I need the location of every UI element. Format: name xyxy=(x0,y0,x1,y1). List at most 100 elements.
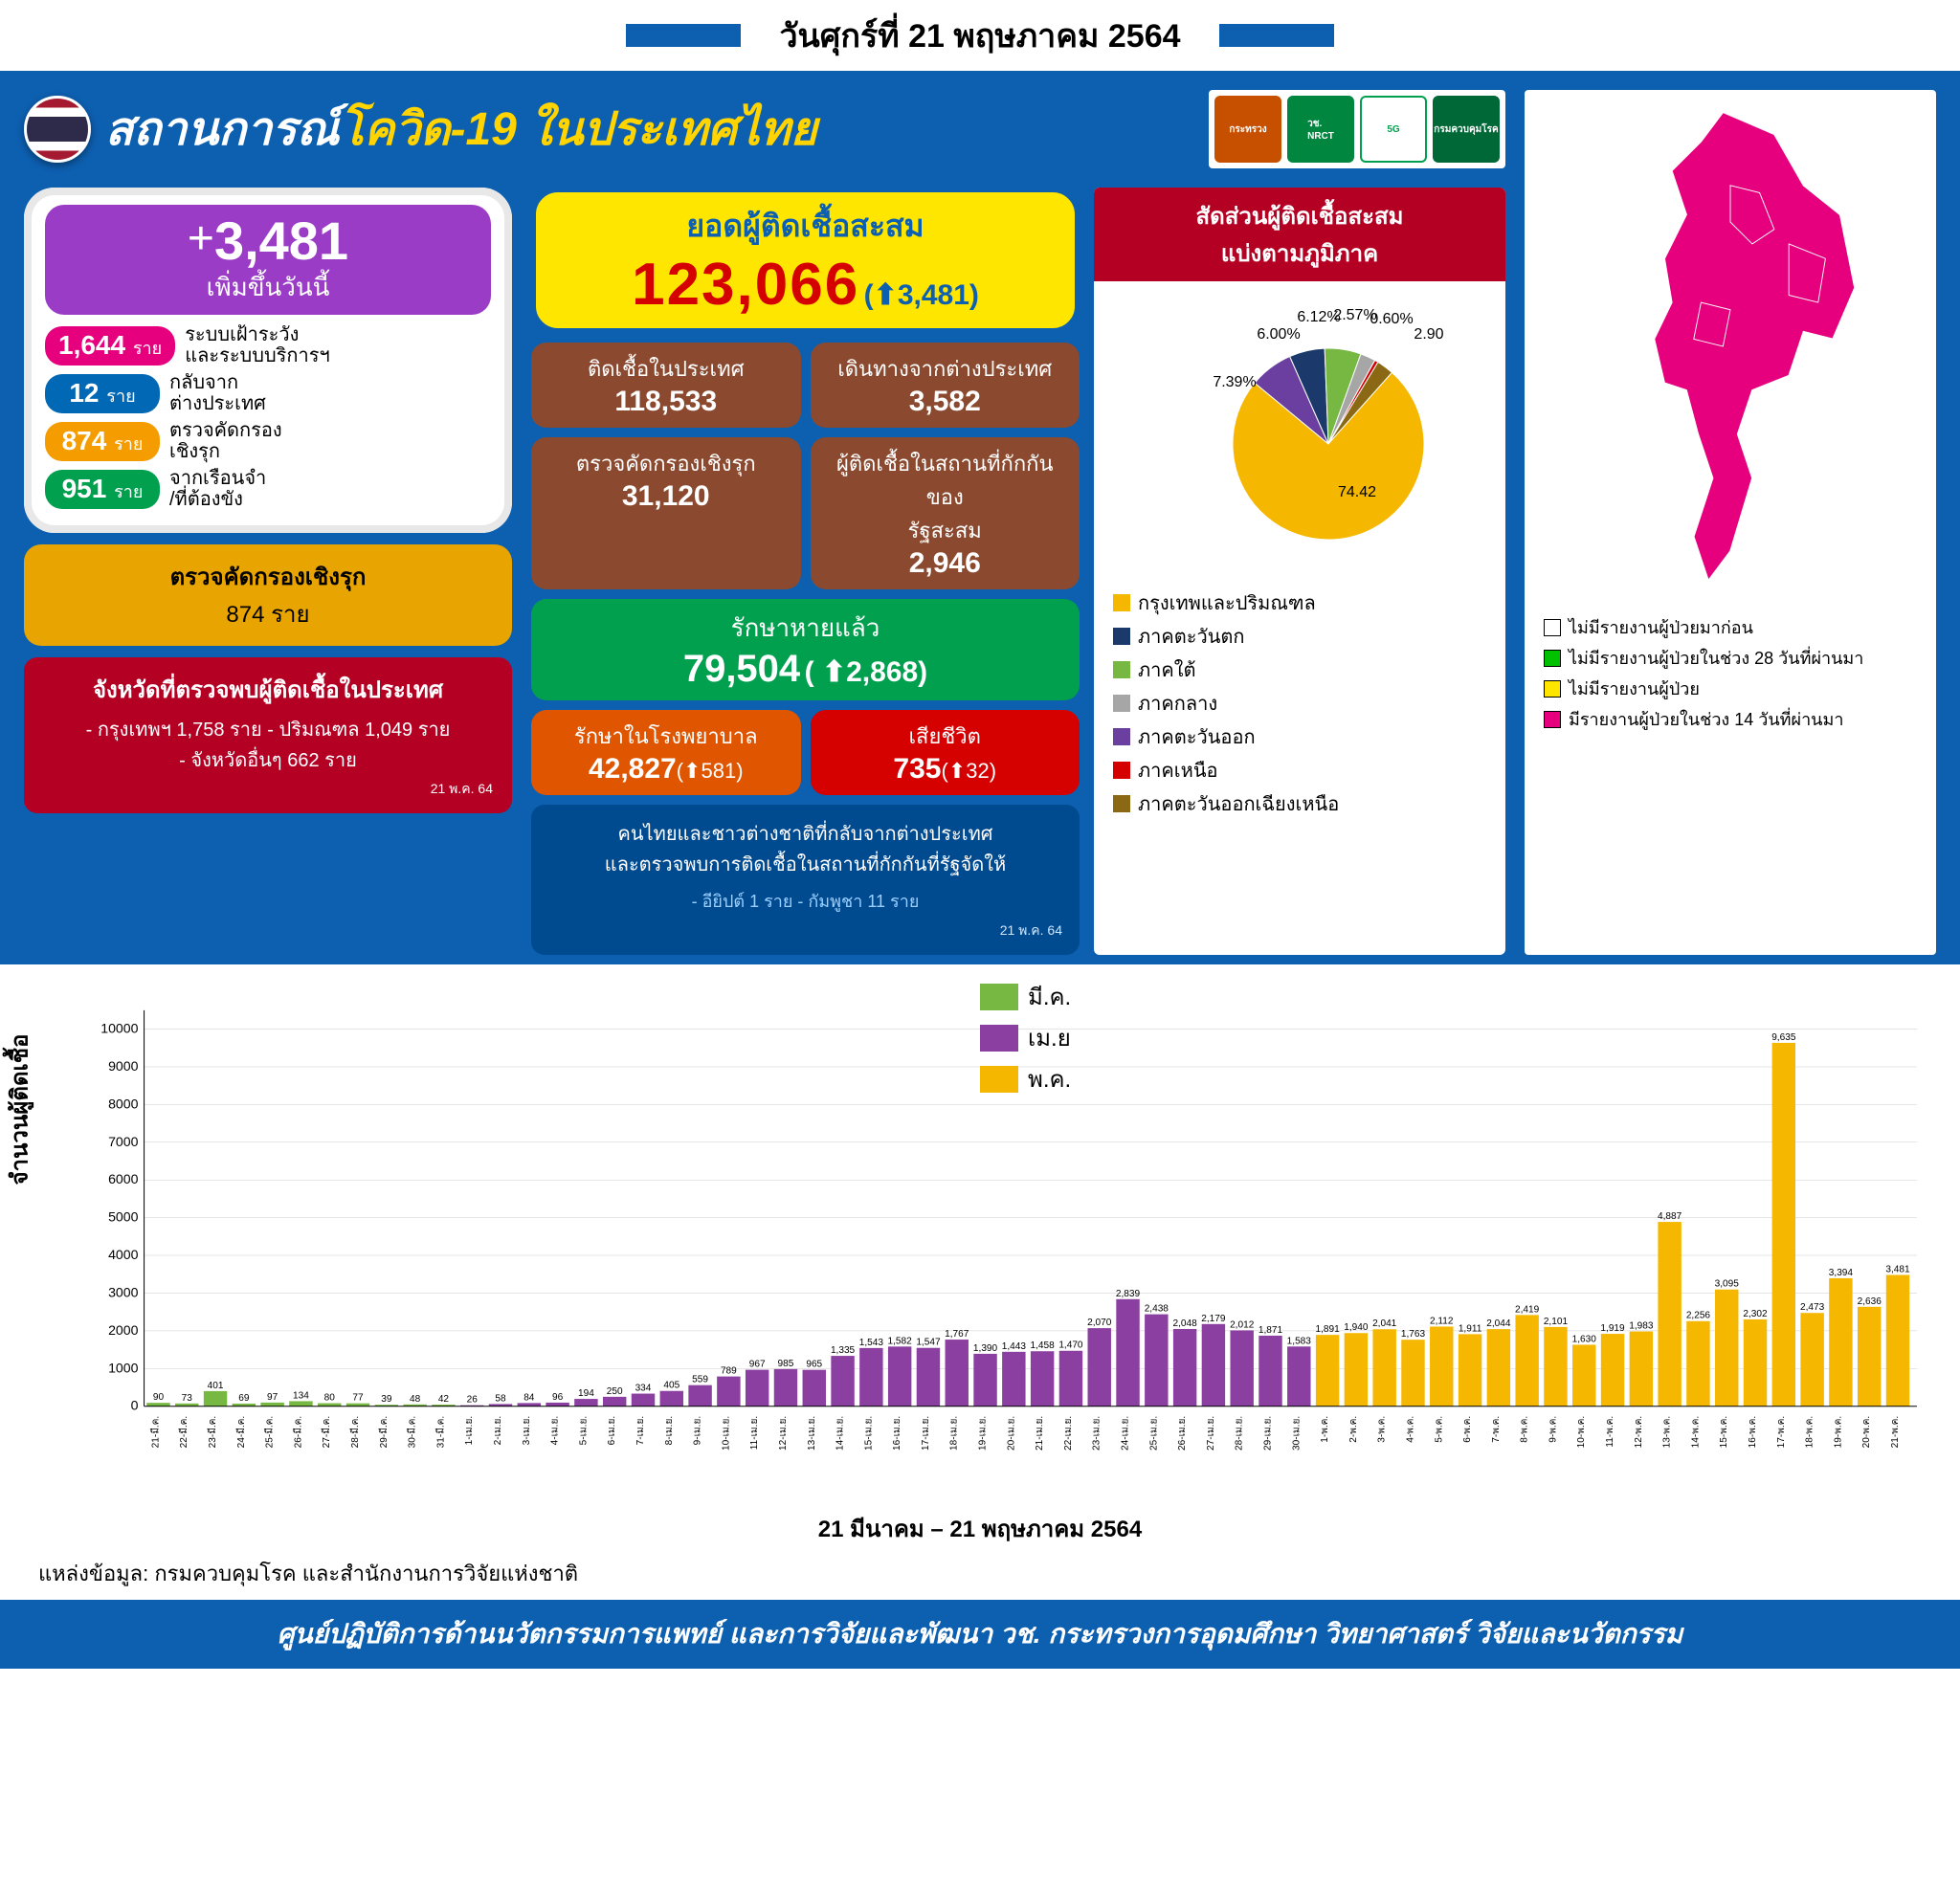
map-legend-item: มีรายงานผู้ป่วยในช่วง 14 วันที่ผ่านมา xyxy=(1544,705,1917,733)
svg-text:6-เม.ย.: 6-เม.ย. xyxy=(607,1416,617,1446)
svg-text:1,443: 1,443 xyxy=(1002,1341,1027,1352)
svg-text:58: 58 xyxy=(495,1393,506,1404)
source-text: แหล่งข้อมูล: กรมควบคุมโรค และสำนักงานการ… xyxy=(0,1547,1960,1600)
cum-row-2: ตรวจคัดกรองเชิงรุก31,120 ผู้ติดเชื้อในสถ… xyxy=(531,437,1080,589)
svg-text:26-เม.ย.: 26-เม.ย. xyxy=(1177,1416,1188,1451)
svg-text:26: 26 xyxy=(467,1395,479,1406)
svg-text:8-เม.ย.: 8-เม.ย. xyxy=(664,1416,675,1446)
svg-text:7-เม.ย.: 7-เม.ย. xyxy=(635,1416,646,1446)
svg-text:250: 250 xyxy=(607,1386,623,1397)
svg-text:1,543: 1,543 xyxy=(859,1338,884,1348)
svg-text:20-พ.ค.: 20-พ.ค. xyxy=(1861,1416,1872,1449)
svg-text:15-พ.ค.: 15-พ.ค. xyxy=(1719,1416,1729,1449)
logo-2: วช.NRCT xyxy=(1287,96,1354,163)
breakdown-desc: ระบบเฝ้าระวัง และระบบบริการฯ xyxy=(185,324,330,366)
svg-text:1,458: 1,458 xyxy=(1031,1340,1056,1351)
today-sub: เพิ่มขึ้นวันนี้ xyxy=(207,273,330,301)
svg-text:134: 134 xyxy=(293,1390,309,1401)
svg-text:12-เม.ย.: 12-เม.ย. xyxy=(778,1416,789,1451)
pie-legend-item: ภาคใต้ xyxy=(1113,654,1486,685)
svg-text:22-เม.ย.: 22-เม.ย. xyxy=(1063,1416,1074,1451)
title-row: สถานการณ์โควิด-19 ในประเทศไทย กระทรวง วช… xyxy=(24,90,1505,168)
svg-text:2,112: 2,112 xyxy=(1430,1316,1454,1326)
prov-line-1: - กรุงเทพฯ 1,758 ราย - ปริมณฑล 1,049 ราย xyxy=(43,714,493,744)
cum-row-1: ติดเชื้อในประเทศ118,533 เดินทางจากต่างปร… xyxy=(531,343,1080,428)
title-white: สถานการณ์ xyxy=(105,104,339,155)
rec-inc: ( ⬆2,868) xyxy=(805,656,928,688)
org-logos: กระทรวง วช.NRCT 5G กรมควบคุมโรค xyxy=(1209,90,1505,168)
svg-text:2,438: 2,438 xyxy=(1145,1304,1169,1315)
svg-text:39: 39 xyxy=(381,1394,392,1405)
decor-bar-right xyxy=(1219,24,1334,47)
svg-text:90: 90 xyxy=(153,1392,165,1403)
svg-text:24-เม.ย.: 24-เม.ย. xyxy=(1121,1416,1131,1451)
breakdown-row: 874 รายตรวจคัดกรอง เชิงรุก xyxy=(45,420,491,462)
svg-text:21-เม.ย.: 21-เม.ย. xyxy=(1035,1416,1045,1451)
svg-text:1,335: 1,335 xyxy=(831,1345,856,1356)
svg-text:27-มี.ค.: 27-มี.ค. xyxy=(321,1416,332,1449)
svg-text:15-เม.ย.: 15-เม.ย. xyxy=(863,1416,874,1451)
svg-text:401: 401 xyxy=(208,1381,224,1391)
svg-text:28-เม.ย.: 28-เม.ย. xyxy=(1235,1416,1245,1451)
svg-text:1-พ.ค.: 1-พ.ค. xyxy=(1320,1416,1330,1443)
svg-text:74.42: 74.42 xyxy=(1338,484,1376,500)
svg-text:16-เม.ย.: 16-เม.ย. xyxy=(892,1416,902,1451)
svg-text:1,871: 1,871 xyxy=(1258,1325,1283,1336)
svg-text:19-พ.ค.: 19-พ.ค. xyxy=(1833,1416,1843,1449)
svg-text:1,390: 1,390 xyxy=(973,1343,998,1354)
svg-text:73: 73 xyxy=(182,1393,193,1404)
svg-text:7000: 7000 xyxy=(108,1134,139,1149)
svg-text:23-เม.ย.: 23-เม.ย. xyxy=(1092,1416,1102,1451)
date-bar: วันศุกร์ที่ 21 พฤษภาคม 2564 xyxy=(0,0,1960,71)
svg-text:1,582: 1,582 xyxy=(888,1336,913,1346)
svg-text:3-เม.ย.: 3-เม.ย. xyxy=(522,1416,532,1446)
map-column: ไม่มีรายงานผู้ป่วยมาก่อนไม่มีรายงานผู้ป่… xyxy=(1525,90,1936,955)
svg-text:1,940: 1,940 xyxy=(1344,1322,1369,1333)
svg-text:18-เม.ย.: 18-เม.ย. xyxy=(949,1416,960,1451)
svg-text:10-เม.ย.: 10-เม.ย. xyxy=(721,1416,731,1451)
svg-text:1,583: 1,583 xyxy=(1287,1336,1312,1346)
svg-text:2,044: 2,044 xyxy=(1486,1318,1511,1329)
breakdown-row: 12 รายกลับจาก ต่างประเทศ xyxy=(45,372,491,414)
svg-text:1,911: 1,911 xyxy=(1459,1323,1482,1334)
provinces-box: จังหวัดที่ตรวจพบผู้ติดเชื้อในประเทศ - กร… xyxy=(24,657,512,813)
svg-text:12-พ.ค.: 12-พ.ค. xyxy=(1634,1416,1644,1449)
svg-text:3-พ.ค.: 3-พ.ค. xyxy=(1377,1416,1388,1443)
y-axis-label: จำนวนผู้ติดเชื้อ xyxy=(1,1034,38,1185)
svg-text:27-เม.ย.: 27-เม.ย. xyxy=(1206,1416,1216,1451)
svg-text:8-พ.ค.: 8-พ.ค. xyxy=(1520,1416,1530,1443)
breakdown-desc: ตรวจคัดกรอง เชิงรุก xyxy=(169,420,282,462)
svg-text:23-มี.ค.: 23-มี.ค. xyxy=(207,1416,218,1449)
svg-text:2,101: 2,101 xyxy=(1544,1317,1569,1327)
svg-text:965: 965 xyxy=(806,1360,822,1370)
svg-text:9-เม.ย.: 9-เม.ย. xyxy=(693,1416,703,1446)
svg-text:10000: 10000 xyxy=(100,1021,138,1036)
svg-text:20-เม.ย.: 20-เม.ย. xyxy=(1006,1416,1016,1451)
cum-inc: (⬆3,481) xyxy=(864,279,979,311)
decor-bar-left xyxy=(626,24,741,47)
breakdown-tag: 12 ราย xyxy=(45,374,160,413)
breakdown-row: 951 รายจากเรือนจำ /ที่ต้องขัง xyxy=(45,468,491,510)
svg-text:21-มี.ค.: 21-มี.ค. xyxy=(149,1416,161,1449)
svg-text:30-เม.ย.: 30-เม.ย. xyxy=(1291,1416,1302,1451)
proactive-box: ตรวจคัดกรองเชิงรุก 874 ราย xyxy=(24,544,512,646)
svg-text:22-มี.ค.: 22-มี.ค. xyxy=(178,1416,189,1449)
bar-chart-area: จำนวนผู้ติดเชื้อ มี.ค.เม.ยพ.ค. 010002000… xyxy=(0,964,1960,1519)
cum-value: 123,066 xyxy=(632,252,859,318)
pie-title: สัดส่วนผู้ติดเชื้อสะสม แบ่งตามภูมิภาค xyxy=(1094,188,1505,281)
svg-text:7-พ.ค.: 7-พ.ค. xyxy=(1491,1416,1502,1443)
svg-text:1,767: 1,767 xyxy=(945,1329,969,1340)
pie-panel: สัดส่วนผู้ติดเชื้อสะสม แบ่งตามภูมิภาค 6.… xyxy=(1094,188,1505,955)
svg-text:334: 334 xyxy=(635,1384,652,1394)
svg-text:11-พ.ค.: 11-พ.ค. xyxy=(1605,1416,1615,1448)
pie-legend-item: ภาคตะวันตก xyxy=(1113,621,1486,652)
svg-text:16-พ.ค.: 16-พ.ค. xyxy=(1748,1416,1758,1449)
svg-text:80: 80 xyxy=(324,1393,336,1404)
today-increase: +3,481 เพิ่มขึ้นวันนี้ xyxy=(45,205,491,315)
prov-date: 21 พ.ค. 64 xyxy=(43,779,493,800)
svg-text:17-เม.ย.: 17-เม.ย. xyxy=(921,1416,931,1451)
footer-text: ศูนย์ปฏิบัติการด้านนวัตกรรมการแพทย์ และก… xyxy=(0,1600,1960,1669)
prov-line-2: - จังหวัดอื่นๆ 662 ราย xyxy=(43,744,493,775)
map-legend: ไม่มีรายงานผู้ป่วยมาก่อนไม่มีรายงานผู้ป่… xyxy=(1532,603,1928,743)
svg-text:42: 42 xyxy=(438,1394,450,1405)
